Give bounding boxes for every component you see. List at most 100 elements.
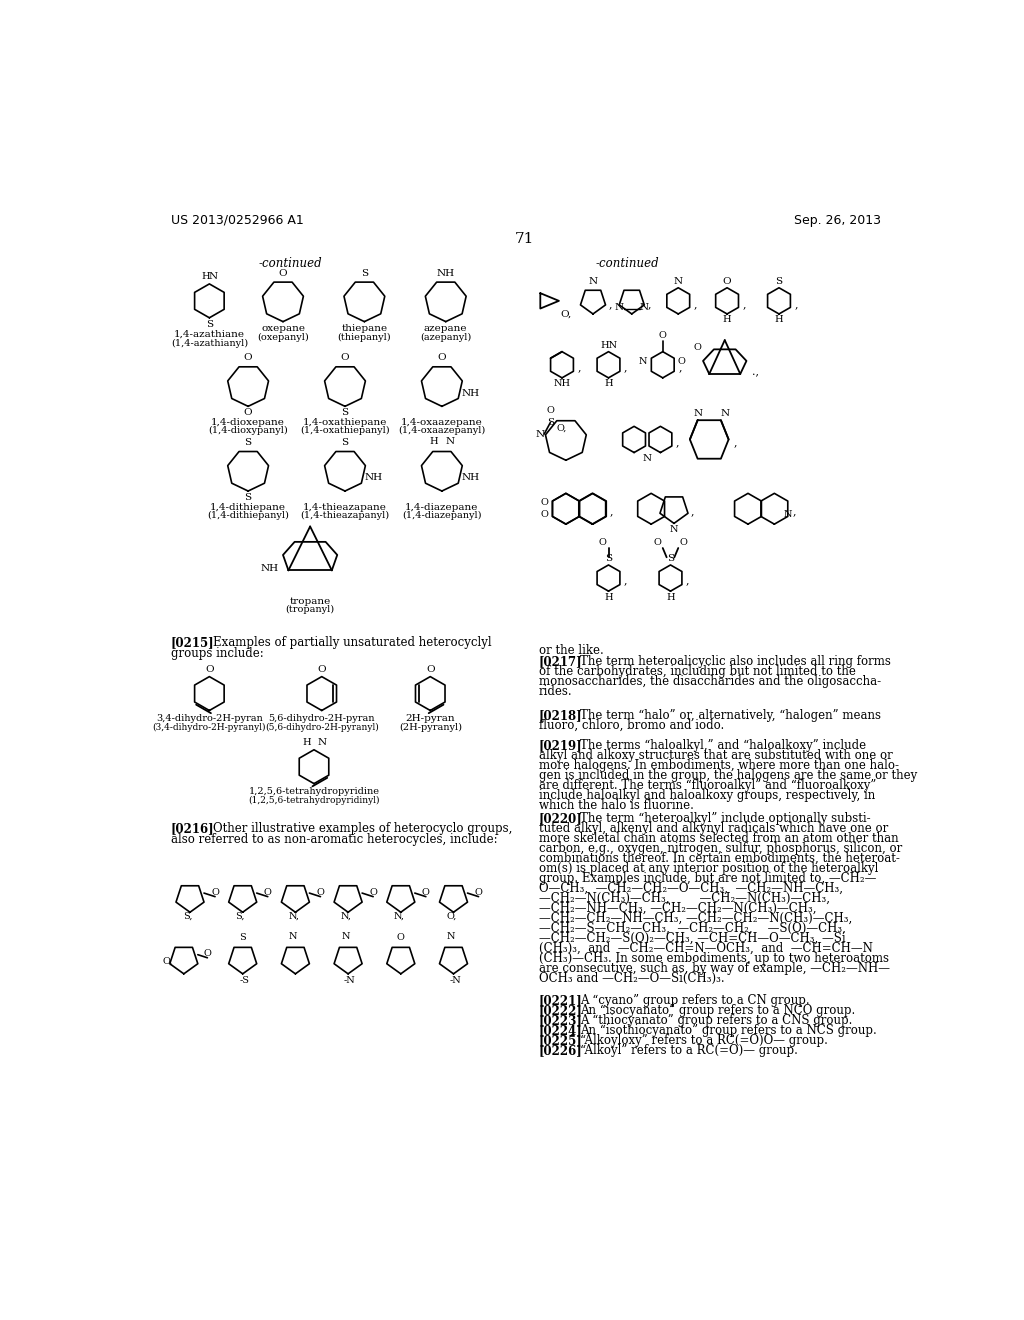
Text: A “thiocyanato” group refers to a CNS group.: A “thiocyanato” group refers to a CNS gr… <box>580 1014 852 1027</box>
Text: 71: 71 <box>515 231 535 246</box>
Text: ,: , <box>693 300 697 310</box>
Text: O: O <box>317 665 326 675</box>
Text: [0220]: [0220] <box>539 812 583 825</box>
Text: O,: O, <box>446 912 457 921</box>
Text: —CH₂—S—CH₂—CH₃,  —CH₂—CH₂,    —S(O)—CH₃,: —CH₂—S—CH₂—CH₃, —CH₂—CH₂, —S(O)—CH₃, <box>539 923 846 936</box>
Text: O: O <box>341 354 349 363</box>
Text: N: N <box>670 525 678 533</box>
Text: O: O <box>426 665 434 675</box>
Text: ,: , <box>686 576 689 585</box>
Text: An “isothiocyanato” group refers to a NCS group.: An “isothiocyanato” group refers to a NC… <box>580 1024 877 1038</box>
Text: tropane: tropane <box>290 597 331 606</box>
Text: NH: NH <box>365 474 383 482</box>
Text: ,: , <box>624 362 628 372</box>
Text: N,: N, <box>289 912 299 921</box>
Text: O: O <box>547 405 554 414</box>
Text: [0219]: [0219] <box>539 739 583 752</box>
Text: ,: , <box>734 437 737 446</box>
Text: ,: , <box>610 506 613 516</box>
Text: HN: HN <box>600 341 617 350</box>
Text: more skeletal chain atoms selected from an atom other than: more skeletal chain atoms selected from … <box>539 832 898 845</box>
Text: O: O <box>397 933 404 942</box>
Text: [0224]: [0224] <box>539 1024 583 1038</box>
Text: O,: O, <box>162 956 173 965</box>
Text: [0226]: [0226] <box>539 1044 583 1057</box>
Text: “Alkoyloxy” refers to a RC(=O)O— group.: “Alkoyloxy” refers to a RC(=O)O— group. <box>580 1034 827 1047</box>
Text: azepane: azepane <box>424 323 468 333</box>
Text: monosaccharides, the disaccharides and the oligosaccha-: monosaccharides, the disaccharides and t… <box>539 675 881 688</box>
Text: 1,4-dithiepane: 1,4-dithiepane <box>210 503 286 512</box>
Text: O: O <box>422 887 430 896</box>
Text: S: S <box>341 438 348 447</box>
Text: S,: S, <box>236 912 245 921</box>
Text: NH: NH <box>261 564 280 573</box>
Text: carbon, e.g., oxygen, nitrogen, sulfur, phosphorus, silicon, or: carbon, e.g., oxygen, nitrogen, sulfur, … <box>539 842 902 855</box>
Text: ,: , <box>678 362 682 372</box>
Text: (oxepanyl): (oxepanyl) <box>257 333 309 342</box>
Text: S: S <box>206 321 213 329</box>
Text: The terms “haloalkyl,” and “haloalkoxy” include: The terms “haloalkyl,” and “haloalkoxy” … <box>580 739 866 752</box>
Text: NH: NH <box>461 474 479 482</box>
Text: [0222]: [0222] <box>539 1003 583 1016</box>
Text: of the carbohydrates, including but not limited to the: of the carbohydrates, including but not … <box>539 665 856 678</box>
Text: ,: , <box>795 300 798 310</box>
Text: H: H <box>604 593 612 602</box>
Text: US 2013/0252966 A1: US 2013/0252966 A1 <box>171 214 303 227</box>
Text: H: H <box>429 437 438 446</box>
Text: are different. The terms “fluoroalkyl” and “fluoroalkoxy”: are different. The terms “fluoroalkyl” a… <box>539 779 877 792</box>
Text: groups include:: groups include: <box>171 647 263 660</box>
Text: or the like.: or the like. <box>539 644 603 656</box>
Text: O: O <box>474 887 482 896</box>
Text: N: N <box>674 277 683 286</box>
Text: “Alkoyl” refers to a RC(=O)— group.: “Alkoyl” refers to a RC(=O)— group. <box>580 1044 798 1057</box>
Text: 1,4-diazepane: 1,4-diazepane <box>406 503 478 512</box>
Text: thiepane: thiepane <box>341 323 387 333</box>
Text: —CH₂—NH—CH₃, —CH₂—CH₂—N(CH₃)—CH₃,: —CH₂—NH—CH₃, —CH₂—CH₂—N(CH₃)—CH₃, <box>539 903 816 915</box>
Text: include haloalkyl and haloalkoxy groups, respectively, in: include haloalkyl and haloalkoxy groups,… <box>539 789 874 803</box>
Text: O: O <box>244 354 253 363</box>
Text: —CH₂—CH₂—S(O)₂—CH₃, —CH=CH—O—CH₃, —Si: —CH₂—CH₂—S(O)₂—CH₃, —CH=CH—O—CH₃, —Si <box>539 932 846 945</box>
Text: N: N <box>639 358 647 366</box>
Text: gen is included in the group, the halogens are the same or they: gen is included in the group, the haloge… <box>539 770 918 781</box>
Text: The term “halo” or, alternatively, “halogen” means: The term “halo” or, alternatively, “halo… <box>580 709 881 722</box>
Text: N,: N, <box>393 912 404 921</box>
Text: (CH₃)—CH₃. In some embodiments, up to two heteroatoms: (CH₃)—CH₃. In some embodiments, up to tw… <box>539 952 889 965</box>
Text: ,: , <box>578 362 581 372</box>
Text: oxepane: oxepane <box>261 323 305 333</box>
Text: alkyl and alkoxy structures that are substituted with one or: alkyl and alkoxy structures that are sub… <box>539 748 893 762</box>
Text: Sep. 26, 2013: Sep. 26, 2013 <box>795 214 882 227</box>
Text: S: S <box>240 933 246 942</box>
Text: (1,4-dioxypanyl): (1,4-dioxypanyl) <box>208 426 288 436</box>
Text: H: H <box>302 738 311 747</box>
Text: O: O <box>598 539 606 548</box>
Text: ,: , <box>647 300 650 310</box>
Text: (CH₃)₃,  and  —CH₂—CH=N—OCH₃,  and  —CH=CH—N: (CH₃)₃, and —CH₂—CH=N—OCH₃, and —CH=CH—N <box>539 942 872 956</box>
Text: A “cyano” group refers to a CN group.: A “cyano” group refers to a CN group. <box>580 994 809 1007</box>
Text: N: N <box>209 272 218 281</box>
Text: 1,4-oxaazepane: 1,4-oxaazepane <box>401 418 482 426</box>
Text: ,: , <box>676 437 680 446</box>
Text: -S: -S <box>240 977 249 985</box>
Text: tuted alkyl, alkenyl and alkynyl radicals which have one or: tuted alkyl, alkenyl and alkynyl radical… <box>539 822 888 836</box>
Text: ,: , <box>742 300 746 310</box>
Text: 1,4-oxathiepane: 1,4-oxathiepane <box>303 418 387 426</box>
Text: (1,2,5,6-tetrahydropyridinyl): (1,2,5,6-tetrahydropyridinyl) <box>248 796 380 805</box>
Text: O: O <box>437 354 446 363</box>
Text: (thiepanyl): (thiepanyl) <box>338 333 391 342</box>
Text: H: H <box>201 272 210 281</box>
Text: H: H <box>775 315 783 325</box>
Text: O—CH₃,  —CH₂—CH₂—O—CH₃,  —CH₂—NH—CH₃,: O—CH₃, —CH₂—CH₂—O—CH₃, —CH₂—NH—CH₃, <box>539 882 843 895</box>
Text: OCH₃ and —CH₂—O—Si(CH₃)₃.: OCH₃ and —CH₂—O—Si(CH₃)₃. <box>539 973 724 985</box>
Text: O: O <box>541 498 548 507</box>
Text: H: H <box>604 379 612 388</box>
Text: N,: N, <box>341 912 352 921</box>
Text: 2H-pyran: 2H-pyran <box>406 714 455 723</box>
Text: —CH₂—N(CH₃)—CH₃,        —CH₂—N(CH₃)—CH₃,: —CH₂—N(CH₃)—CH₃, —CH₂—N(CH₃)—CH₃, <box>539 892 829 906</box>
Text: ,: , <box>691 506 694 516</box>
Text: The term heteroalicyclic also includes all ring forms: The term heteroalicyclic also includes a… <box>580 655 891 668</box>
Text: [0221]: [0221] <box>539 994 583 1007</box>
Text: Examples of partially unsaturated heterocyclyl: Examples of partially unsaturated hetero… <box>213 636 492 649</box>
Text: ,: , <box>624 576 628 585</box>
Text: N: N <box>317 738 327 747</box>
Text: S: S <box>245 438 252 447</box>
